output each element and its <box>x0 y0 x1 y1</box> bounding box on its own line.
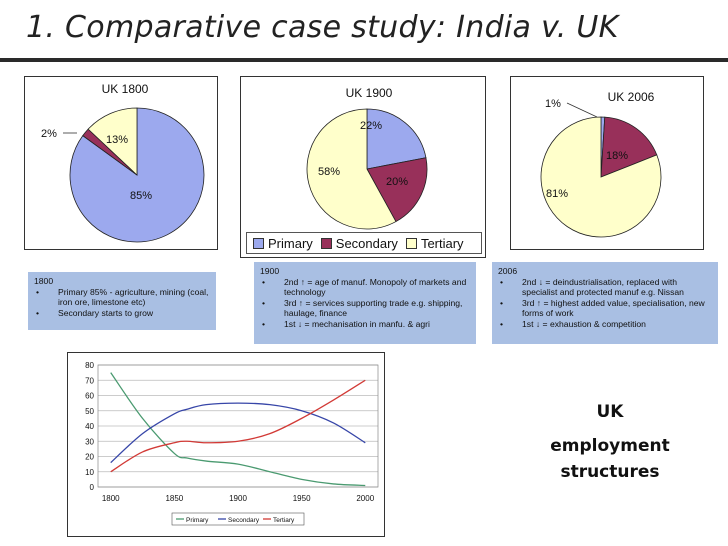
legend-tertiary-label: Tertiary <box>420 235 464 251</box>
pie-1900-frame: UK 1900 22% 20% 58% <box>240 76 486 258</box>
legend-primary-label: Primary <box>268 235 313 251</box>
side-label-employment: employment <box>550 436 670 456</box>
pie-legend: Primary Secondary Tertiary <box>246 232 482 254</box>
pie-1900-slice-primary <box>366 108 427 170</box>
pie-1900-slice-secondary <box>366 157 428 223</box>
line-chart-frame: 0 10 20 30 40 50 60 70 80 1800 1850 1900 1950 2000 Pri… <box>67 352 385 537</box>
pie-2006-title: UK 2006 <box>608 90 655 104</box>
pie-1900-slice-tertiary <box>306 108 397 230</box>
note-1900-item: 3rd ↑ = services supporting trade e.g. s… <box>260 298 470 319</box>
y-tick-label: 10 <box>85 468 94 477</box>
note-2006-item: 1st ↓ = exhaustion & competition <box>498 319 712 330</box>
note-1900-item: 1st ↓ = mechanisation in manfu. & agri <box>260 319 470 330</box>
x-tick-label: 2000 <box>356 494 374 503</box>
y-tick-label: 80 <box>85 361 94 370</box>
y-tick-label: 50 <box>85 407 94 416</box>
pie-1900-label-primary: 22% <box>360 120 382 132</box>
pie-2006-label-primary: 1% <box>545 98 561 110</box>
side-label-uk: UK <box>596 402 624 422</box>
line-legend-label-tertiary: Tertiary <box>273 517 295 524</box>
slide-title: 1. Comparative case study: India v. UK <box>26 10 619 45</box>
x-tick-label: 1850 <box>165 494 183 503</box>
series-line-primary <box>110 372 366 487</box>
note-2006-item: 2nd ↓ = deindustrialisation, replaced wi… <box>498 277 712 298</box>
y-tick-label: 60 <box>85 392 94 401</box>
plot-area <box>97 364 379 488</box>
note-2006-list: 2nd ↓ = deindustrialisation, replaced wi… <box>498 277 712 330</box>
y-tick-label: 70 <box>85 376 94 385</box>
legend-primary: Primary <box>253 236 313 251</box>
line-chart-legend: Primary Secondary Tertiary <box>171 512 305 526</box>
x-tick-label: 1900 <box>229 494 247 503</box>
y-tick-label: 20 <box>85 453 94 462</box>
note-2006-heading: 2006 <box>498 266 518 276</box>
series-line-secondary <box>110 402 366 464</box>
note-2006: 2006 2nd ↓ = deindustrialisation, replac… <box>492 262 718 344</box>
legend-tertiary: Tertiary <box>405 235 464 251</box>
note-1800-item: Primary 85% - agriculture, mining (coal,… <box>34 287 210 308</box>
legend-primary-swatch <box>253 237 264 249</box>
note-1800: 1800 Primary 85% - agriculture, mining (… <box>28 272 216 330</box>
note-1900: 1900 2nd ↑ = age of manuf. Monopoly of m… <box>254 262 476 344</box>
line-chart: 0 10 20 30 40 50 60 70 80 1800 1850 1900 1950 2000 Pri… <box>85 361 379 526</box>
side-label-structures: structures <box>560 462 660 482</box>
pie-1800-slice-tertiary <box>87 107 138 176</box>
x-tick-label: 1950 <box>293 494 311 503</box>
x-tick-label: 1800 <box>102 494 120 503</box>
pie-2006-frame: UK 2006 1% 18% 81% <box>510 76 704 250</box>
note-1900-item: 2nd ↑ = age of manuf. Monopoly of market… <box>260 277 470 298</box>
pie-1800-label-tertiary: 13% <box>106 134 128 146</box>
pie-1900-label-tertiary: 58% <box>318 166 340 178</box>
pie-2006-slice-secondary <box>600 116 658 178</box>
pie-2006-callout-line <box>566 102 598 118</box>
legend-secondary-swatch <box>320 237 332 249</box>
pie-1800-label-secondary: 2% <box>41 128 57 140</box>
pie-1800-chart: UK 1800 85% 2% 13% <box>41 82 205 243</box>
note-1900-list: 2nd ↑ = age of manuf. Monopoly of market… <box>260 277 470 330</box>
pie-1900-title: UK 1900 <box>346 86 393 100</box>
pie-2006-label-tertiary: 81% <box>546 188 568 200</box>
pie-1900-chart: UK 1900 22% 20% 58% <box>306 86 428 230</box>
pie-1800-label-primary: 85% <box>130 190 152 202</box>
pie-1800-frame: UK 1800 85% 2% 13% <box>24 76 218 250</box>
y-tick-label: 40 <box>85 422 94 431</box>
note-1900-heading: 1900 <box>260 266 280 276</box>
line-legend-label-primary: Primary <box>186 517 209 524</box>
pie-1900-label-secondary: 20% <box>386 176 408 188</box>
legend-secondary: Secondary <box>320 235 398 251</box>
title-rule <box>0 58 728 62</box>
pie-2006-slice-tertiary <box>540 116 662 238</box>
line-legend-box <box>171 512 305 526</box>
pie-1800-title: UK 1800 <box>102 82 149 96</box>
note-2006-item: 3rd ↑ = highest added value, specialisat… <box>498 298 712 319</box>
pie-2006-chart: UK 2006 1% 18% 81% <box>540 90 662 238</box>
y-tick-label: 30 <box>85 437 94 446</box>
y-tick-label: 0 <box>90 483 95 492</box>
legend-tertiary-swatch <box>405 237 417 249</box>
note-1800-heading: 1800 <box>34 276 54 286</box>
note-1800-item: Secondary starts to grow <box>34 308 210 319</box>
pie-2006-label-secondary: 18% <box>606 150 628 162</box>
series-line-tertiary <box>110 379 366 473</box>
line-legend-label-secondary: Secondary <box>228 517 260 524</box>
legend-secondary-label: Secondary <box>335 235 398 251</box>
note-1800-list: Primary 85% - agriculture, mining (coal,… <box>34 287 210 319</box>
